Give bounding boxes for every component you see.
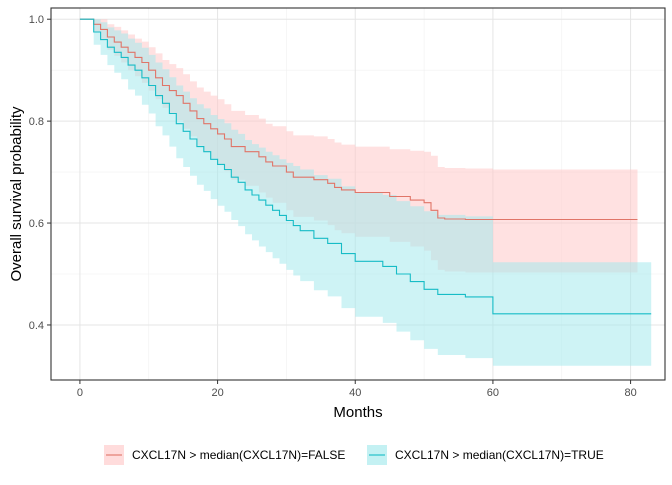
y-tick-label: 0.6 [29,218,44,230]
x-tick-label: 80 [624,387,636,399]
y-axis-title: Overall survival probability [8,106,25,282]
confidence-band-1 [79,19,638,273]
y-tick-label: 0.4 [29,320,44,332]
axis-ticks: 0 20 40 60 80 0.4 0.6 0.8 1.0 [29,14,637,399]
confidence-band-2 [79,19,652,366]
panel-border [50,7,666,381]
y-tick-label: 1.0 [29,14,44,26]
x-tick-label: 0 [77,387,83,399]
x-tick-label: 60 [487,387,499,399]
y-tick-label: 0.8 [29,116,44,128]
x-tick-label: 40 [349,387,361,399]
confidence-bands [79,19,652,366]
survival-curves [79,18,652,315]
x-axis-title: Months [333,404,382,421]
legend-label-1: CXCL17N > median(CXCL17N)=FALSE [132,448,345,462]
legend-label-2: CXCL17N > median(CXCL17N)=TRUE [395,448,604,462]
survival-line-1 [79,18,638,221]
survival-line-2 [79,18,652,315]
legend: CXCL17N > median(CXCL17N)=FALSE CXCL17N >… [104,445,604,465]
x-tick-label: 20 [211,387,223,399]
